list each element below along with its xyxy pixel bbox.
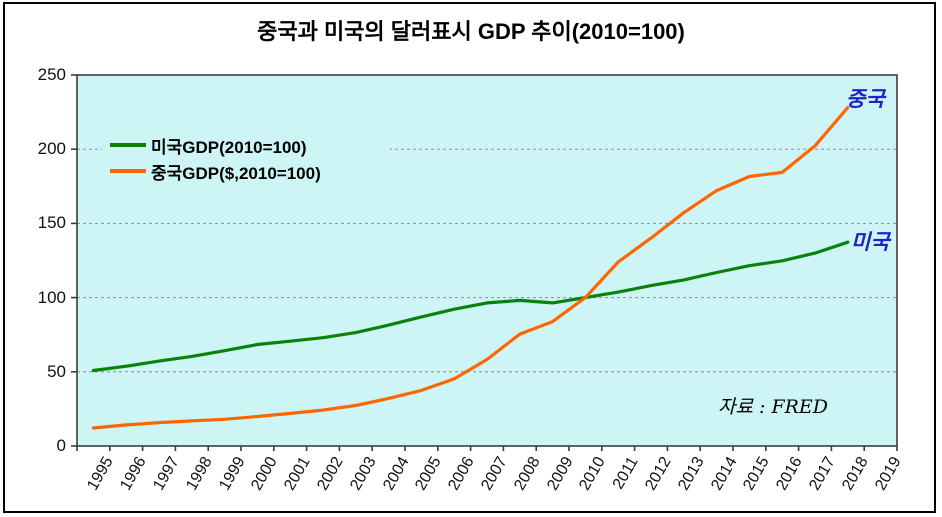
plot-border bbox=[76, 74, 898, 447]
china-gdp-line bbox=[91, 105, 850, 430]
legend-item-us-gdp: 미국GDP(2010=100) bbox=[110, 134, 382, 157]
chart-title: 중국과 미국의 달러표시 GDP 추이(2010=100) bbox=[257, 19, 685, 44]
y-axis-label: 100 bbox=[37, 287, 66, 307]
y-axis-label: 200 bbox=[37, 139, 66, 159]
annotation-china: 중국 bbox=[846, 86, 885, 111]
source-note: 자료 : FRED bbox=[718, 396, 829, 418]
y-axis-label: 250 bbox=[37, 65, 66, 84]
y-axis-label: 50 bbox=[47, 361, 66, 381]
us-gdp-line bbox=[91, 240, 850, 373]
china-line-swatch bbox=[110, 169, 146, 173]
annotation-usa: 미국 bbox=[851, 229, 890, 254]
y-axis-label: 150 bbox=[37, 213, 66, 233]
us-line-swatch bbox=[110, 143, 146, 147]
legend-item-china-gdp: 중국GDP($,2010=100) bbox=[110, 160, 382, 183]
legend-label-china: 중국GDP($,2010=100) bbox=[151, 163, 321, 183]
legend-label-us: 미국GDP(2010=100) bbox=[151, 137, 307, 157]
chart-legend: 미국GDP(2010=100) 중국GDP($,2010=100) bbox=[102, 124, 390, 192]
y-axis-label: 0 bbox=[56, 436, 66, 455]
